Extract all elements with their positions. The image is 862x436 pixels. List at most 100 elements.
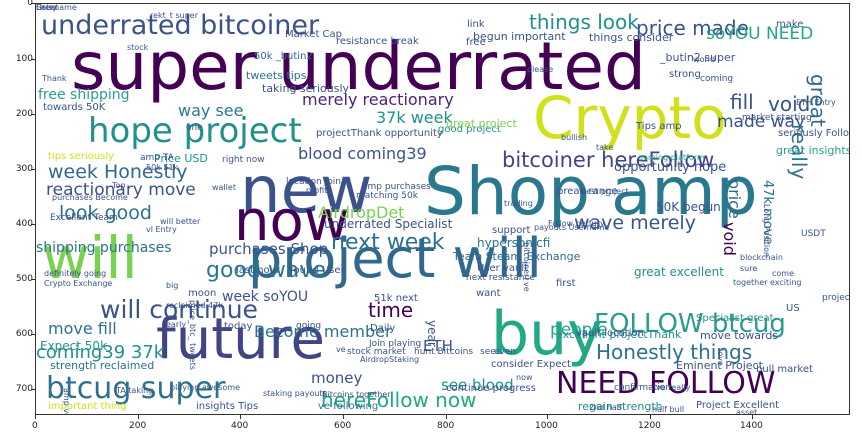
cloud-word: Top: [112, 181, 126, 190]
cloud-word: money: [311, 369, 363, 387]
y-tick-label: 300: [15, 164, 33, 174]
cloud-word: trading: [504, 199, 533, 208]
cloud-word: last hour: [236, 265, 281, 276]
cloud-word: Bitcoins together: [322, 390, 391, 399]
cloud-word: support: [492, 225, 531, 236]
cloud-word: half bull: [652, 405, 685, 414]
cloud-word: TA taking: [116, 386, 154, 395]
cloud-word: profit: [306, 186, 328, 195]
cloud-word: Username: [36, 3, 77, 12]
y-tick-label: 700: [15, 384, 33, 394]
cloud-word: Excellent Team: [50, 213, 118, 223]
cloud-word: best project: [581, 187, 629, 196]
x-tick-label: 1000: [535, 421, 558, 431]
x-tick-label: 200: [129, 421, 147, 431]
cloud-word: USDT: [801, 229, 826, 239]
x-tick-label: 1200: [638, 421, 661, 431]
cloud-word: break range: [557, 186, 618, 197]
cloud-word: now: [516, 373, 533, 382]
cloud-word: great project: [446, 117, 517, 130]
cloud-word: NEED FOLLOW: [556, 366, 776, 401]
cloud-word: hunt Bitcoins: [414, 347, 474, 357]
x-tick-mark: [446, 415, 447, 419]
y-tick-label: 400: [15, 219, 33, 229]
cloud-word: now: [234, 189, 350, 254]
cloud-word: 50k 51k: [146, 163, 179, 172]
cloud-word: bullish: [561, 133, 588, 142]
y-tick-label: 0: [27, 0, 33, 8]
cloud-word: ETH: [423, 337, 453, 355]
cloud-word: going: [296, 321, 322, 331]
cloud-word: will better: [160, 217, 201, 226]
x-tick-label: 800: [437, 421, 455, 431]
cloud-word: confirmation: [614, 383, 671, 393]
cloud-word: AirdropStaking: [360, 355, 420, 364]
cloud-word: tips seriously: [48, 151, 115, 162]
cloud-word: price made: [636, 16, 749, 40]
cloud-word: Follow betfury: [548, 219, 605, 228]
cloud-word: blood coming39: [298, 144, 427, 163]
x-tick-label: 400: [231, 421, 249, 431]
cloud-word: 50K begun: [656, 200, 721, 214]
cloud-word: 51k next: [374, 293, 418, 304]
cloud-word: move fill: [48, 319, 117, 338]
cloud-word: shipping purchases: [36, 240, 172, 256]
cloud-word: resistance break: [336, 36, 419, 47]
cloud-word: will: [42, 224, 138, 292]
cloud-word: User vault: [477, 263, 529, 274]
cloud-word: Join playing: [369, 339, 422, 349]
cloud-word: Shop amp: [424, 153, 758, 230]
cloud-word: early: [166, 320, 187, 329]
cloud-word: amp TA: [140, 153, 174, 163]
cloud-word: ve following: [318, 401, 379, 412]
cloud-word: US: [786, 303, 800, 314]
cloud-word: today: [224, 321, 253, 332]
cloud-word: time: [368, 298, 414, 322]
cloud-word: staking payouts: [263, 389, 327, 398]
cloud-word: tweets tips: [246, 69, 307, 82]
cloud-word: location Join: [286, 177, 341, 187]
cloud-word: ETH Entry: [796, 98, 836, 107]
cloud-word: FOLLOW btcug: [594, 309, 786, 339]
cloud-word: link: [467, 19, 485, 30]
cloud-word: void: [720, 222, 739, 256]
cloud-word: people: [550, 320, 608, 340]
x-tick-mark: [35, 415, 36, 419]
cloud-word: make: [776, 19, 804, 30]
cloud-word: opportunity hope: [614, 160, 727, 175]
cloud-word: purchases Shop: [209, 240, 329, 258]
cloud-word: 2nd half: [589, 403, 622, 412]
cloud-word: bitcoiner hereFollow: [502, 148, 715, 172]
cloud-word: blockchain: [740, 253, 783, 262]
wordcloud: super underrated Crypto Shop amp project wi…: [36, 4, 849, 414]
y-tick-mark: [31, 224, 35, 225]
cloud-word: playing awesome: [170, 383, 240, 392]
cloud-word: next resistance: [466, 273, 535, 283]
cloud-word: hope project: [88, 111, 302, 151]
cloud-word: sure: [740, 264, 758, 273]
y-tick-label: 500: [15, 274, 33, 284]
cloud-word: right now: [222, 155, 265, 165]
cloud-word: super underrated: [71, 28, 646, 105]
cloud-word: vl Entry: [146, 225, 177, 234]
cloud-word: even: [494, 347, 517, 357]
cloud-word: regain strength: [578, 400, 663, 413]
cloud-word: Great: [36, 3, 59, 12]
cloud-word: bull market: [756, 364, 813, 375]
cloud-word: payouts Username: [534, 223, 610, 232]
cloud-word: things consider: [589, 31, 674, 44]
cloud-word: coming: [700, 74, 734, 84]
cloud-word: one: [186, 123, 203, 133]
cloud-word: consider Expect: [491, 359, 571, 370]
cloud-word: seriously Follow: [778, 128, 850, 139]
cloud-word: Market Cap: [285, 29, 343, 40]
cloud-word: coming39 37k: [36, 342, 165, 363]
cloud-word: btcug super: [46, 371, 226, 406]
cloud-word: Honestly things: [596, 340, 753, 364]
cloud-word: amp purchases: [362, 182, 431, 192]
cloud-word: merely reactionary: [302, 90, 454, 109]
cloud-word: Entry: [36, 3, 58, 12]
wordcloud-frame: super underrated Crypto Shop amp project wi…: [35, 3, 850, 415]
cloud-word: love: [716, 349, 725, 366]
y-tick-mark: [31, 279, 35, 280]
